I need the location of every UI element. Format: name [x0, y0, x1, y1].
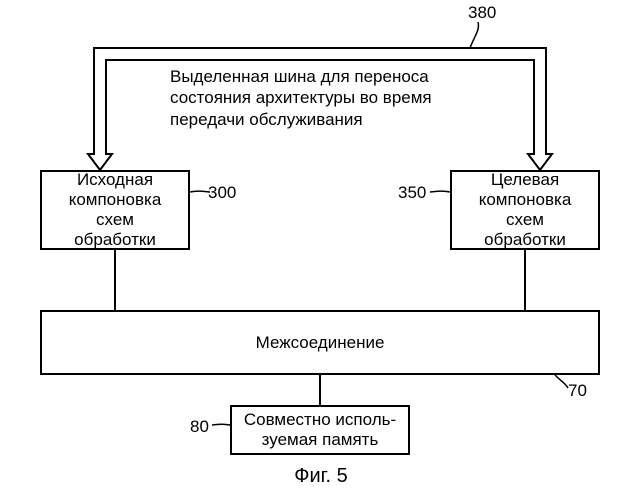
ref-label-70: 70 — [568, 380, 587, 401]
ref-label-380: 380 — [468, 2, 496, 23]
node-interconnect-text: Межсоединение — [256, 333, 385, 353]
node-interconnect: Межсоединение — [40, 310, 600, 375]
ref-line-300 — [190, 191, 210, 192]
ref-label-350: 350 — [398, 182, 426, 203]
node-source: Исходная компоновка схем обработки — [40, 170, 190, 250]
ref-line-380 — [470, 22, 478, 48]
bus-label: Выделенная шина для переноса состояния а… — [170, 66, 470, 130]
ref-label-80: 80 — [190, 416, 209, 437]
figure-canvas: Выделенная шина для переноса состояния а… — [0, 0, 642, 500]
ref-line-70 — [555, 375, 568, 388]
figure-caption: Фиг. 5 — [0, 465, 642, 488]
ref-line-350 — [430, 191, 450, 192]
node-memory-text: Совместно исполь- зуемая память — [244, 410, 396, 450]
node-memory: Совместно исполь- зуемая память — [230, 405, 410, 455]
ref-line-80 — [212, 424, 230, 425]
node-source-text: Исходная компоновка схем обработки — [50, 170, 180, 250]
ref-label-300: 300 — [208, 182, 236, 203]
node-target-text: Целевая компоновка схем обработки — [460, 170, 590, 250]
node-target: Целевая компоновка схем обработки — [450, 170, 600, 250]
